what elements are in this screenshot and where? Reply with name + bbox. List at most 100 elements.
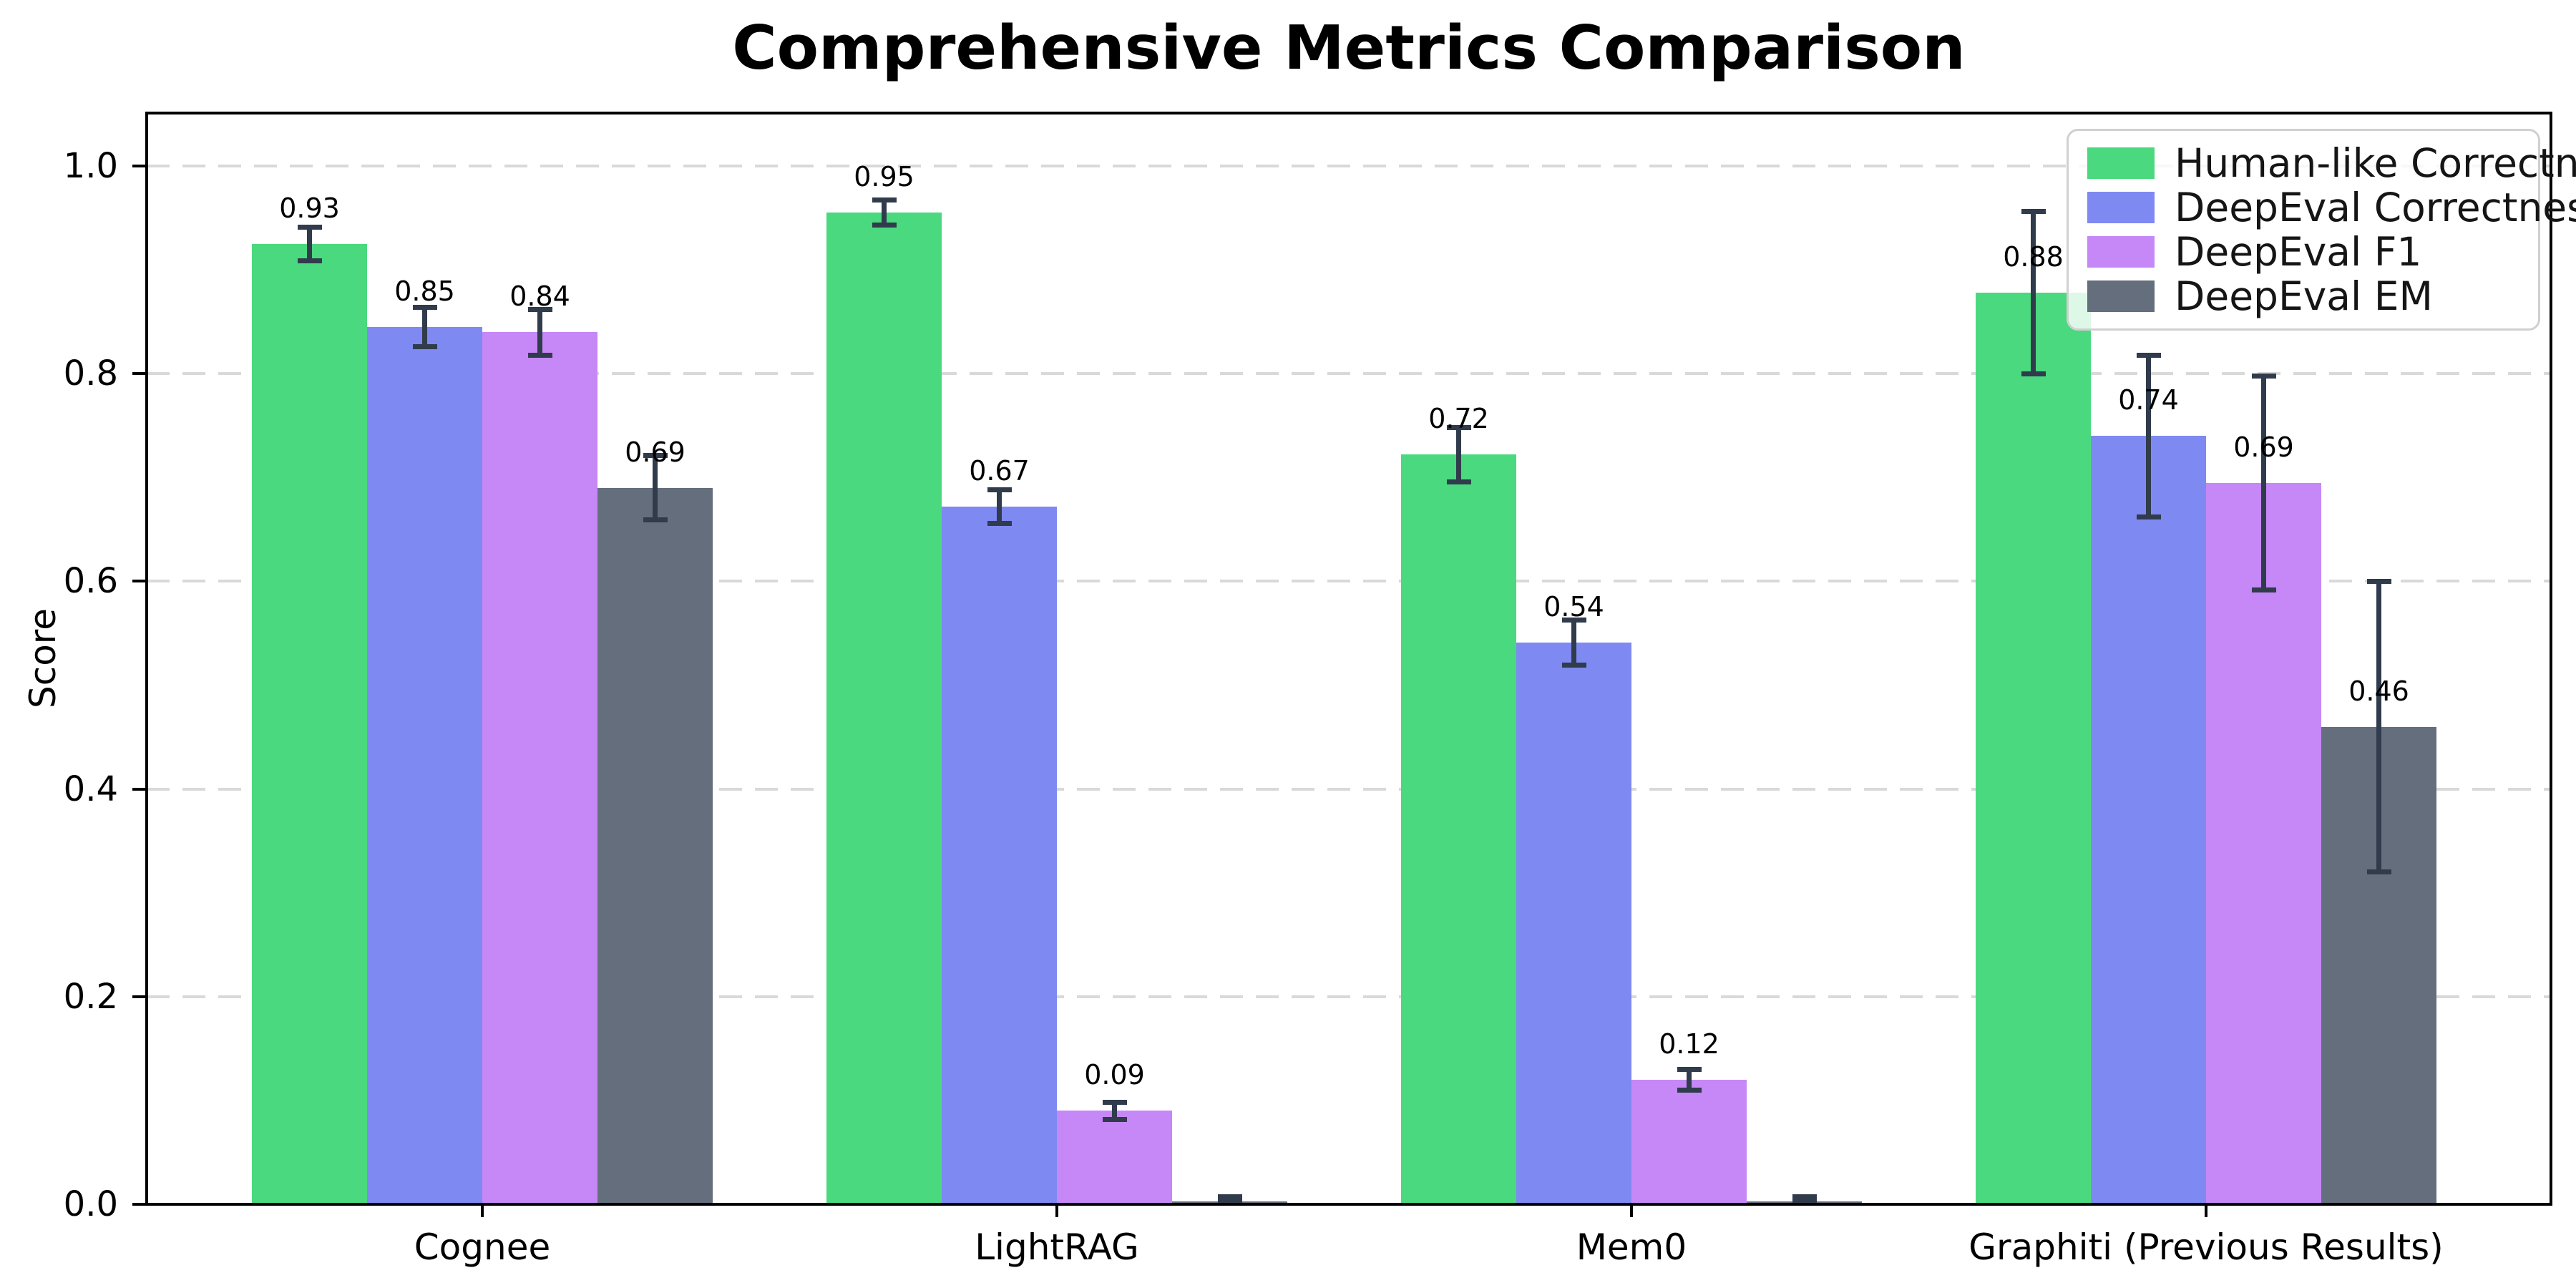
error-bar [1687,1069,1692,1091]
legend-swatch [2087,280,2155,312]
legend-label: DeepEval EM [2175,273,2433,319]
y-tick-mark [132,995,147,998]
bar-value-label: 0.67 [969,454,1030,487]
bar-value-label: 0.85 [394,275,455,307]
bar-value-label: 0.88 [2003,241,2064,273]
error-bar-cap [1217,1199,1242,1204]
x-tick-label: Graphiti (Previous Results) [1968,1226,2444,1268]
bar-value-label: 0.69 [625,436,686,468]
error-bar-cap [1561,617,1586,623]
y-tick-label: 1.0 [63,146,118,186]
legend-swatch [2087,192,2155,223]
bar-value-label: 0.93 [279,192,340,224]
bar [1631,1079,1747,1204]
error-bar-cap [2366,578,2391,584]
error-bar-cap [1217,1194,1242,1200]
error-bar-cap [2251,373,2276,379]
error-bar-cap [297,258,322,263]
error-bar-cap [1792,1194,1817,1200]
error-bar-cap [1446,479,1471,484]
gridline [147,787,2551,791]
error-bar-cap [2136,514,2161,519]
error-bar-cap [1446,425,1471,431]
error-bar-cap [2136,352,2161,358]
legend-label: DeepEval Correctness [2175,185,2576,230]
error-bar [1112,1102,1117,1119]
bar-value-label: 0.72 [1428,403,1489,435]
bar [482,332,597,1204]
y-tick-label: 0.8 [63,353,118,394]
error-bar-cap [527,306,552,312]
y-tick-label: 0.0 [63,1184,118,1224]
error-bar [1456,427,1461,482]
gridline [147,580,2551,583]
error-bar [997,489,1002,524]
y-tick-mark [132,787,147,791]
x-tick-mark [2205,1204,2207,1217]
y-tick-mark [132,1203,147,1206]
error-bar [422,307,427,347]
error-bar-cap [1102,1116,1127,1122]
y-tick-label: 0.4 [63,769,118,809]
error-bar-cap [643,453,668,459]
gridline [147,372,2551,376]
error-bar-cap [643,517,668,523]
bar [1401,454,1516,1204]
error-bar-cap [987,487,1012,493]
bar-value-label: 0.46 [2348,675,2409,707]
bar [597,487,713,1204]
error-bar-cap [412,304,437,310]
error-bar [2031,211,2036,374]
error-bar [1571,620,1576,665]
bar [1057,1111,1172,1204]
y-axis-label: Score [22,608,64,709]
error-bar-cap [297,225,322,230]
legend-swatch [2087,147,2155,179]
bar [1516,643,1631,1204]
gridline [147,995,2551,998]
error-bar-cap [2021,371,2046,376]
error-bar-cap [412,343,437,349]
error-bar [537,309,542,356]
error-bar-cap [2021,209,2046,215]
legend-item: DeepEval EM [2087,275,2519,318]
bar [2091,436,2206,1204]
bar [367,326,482,1204]
bar-value-label: 0.69 [2233,431,2294,463]
error-bar-cap [1677,1066,1702,1072]
error-bar-cap [2251,587,2276,592]
bar-value-label: 0.95 [854,161,914,193]
error-bar-cap [872,223,897,228]
error-bar-cap [872,197,897,203]
gridline [147,165,2551,167]
x-tick-mark [1055,1204,1058,1217]
x-tick-mark [481,1204,484,1217]
x-tick-label: Mem0 [1576,1226,1687,1268]
legend-label: Human-like Correctness [2175,140,2576,186]
bar [2206,482,2321,1204]
legend-item: DeepEval Correctness [2087,186,2576,229]
error-bar-cap [1792,1199,1817,1204]
y-tick-mark [132,580,147,583]
bar [252,243,367,1204]
chart-title: Comprehensive Metrics Comparison [732,13,1966,84]
bar [942,506,1057,1204]
bar-value-label: 0.09 [1084,1059,1145,1091]
error-bar [653,455,658,520]
bar-value-label: 0.84 [509,280,570,313]
error-bar [2261,376,2266,590]
error-bar-cap [1561,663,1586,668]
error-bar [2146,355,2151,517]
bar-value-label: 0.54 [1543,591,1604,623]
legend-swatch [2087,236,2155,268]
y-tick-label: 0.6 [63,561,118,602]
error-bar-cap [2366,869,2391,875]
bar [826,213,942,1204]
error-bar [882,200,887,225]
error-bar-cap [1102,1100,1127,1106]
y-tick-label: 0.2 [63,976,118,1017]
x-tick-label: Cognee [414,1226,551,1268]
bar-value-label: 0.12 [1659,1028,1719,1060]
